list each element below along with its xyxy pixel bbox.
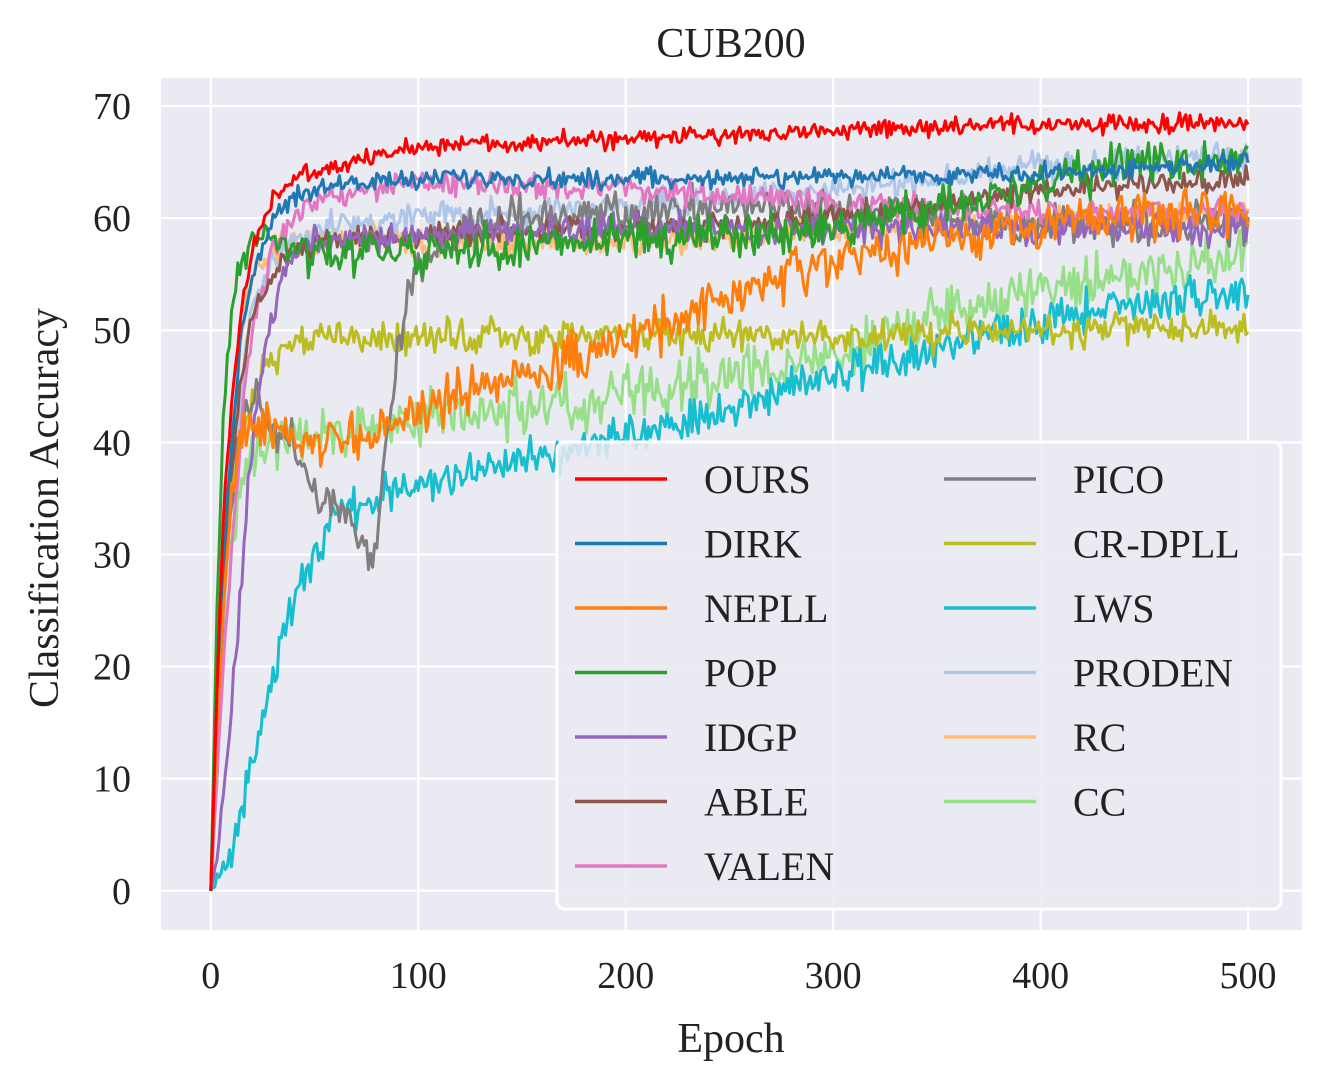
legend-label-proden: PRODEN: [1073, 651, 1233, 696]
legend-label-idgp: IDGP: [704, 715, 797, 760]
legend-label-nepll: NEPLL: [704, 586, 828, 631]
series-line-nepll: [209, 187, 1250, 891]
legend-label-lws: LWS: [1073, 586, 1154, 631]
series-line-pico: [209, 181, 1250, 891]
legend-label-pop: POP: [704, 651, 777, 696]
x-tick-label: 500: [1220, 955, 1277, 997]
legend-label-cr-dpll: CR-DPLL: [1073, 522, 1240, 567]
legend-box: [555, 440, 1283, 911]
series-line-pop: [209, 140, 1249, 891]
legend-label-valen: VALEN: [704, 844, 834, 889]
y-tick-labels: 0 10 20 30 40 50 60 70: [93, 86, 131, 913]
x-tick-label: 400: [1012, 955, 1069, 997]
series-line-ours: [209, 111, 1250, 891]
y-tick-label: 50: [93, 310, 131, 352]
y-tick-label: 30: [93, 534, 131, 576]
y-tick-label: 20: [93, 647, 131, 689]
x-tick-label: 0: [201, 955, 220, 997]
y-tick-label: 40: [93, 422, 131, 464]
y-tick-label: 60: [93, 198, 131, 240]
legend: OURS DIRK NEPLL POP IDGP ABLE VALEN PICO CR-DPLL…: [555, 440, 1283, 911]
x-tick-label: 300: [805, 955, 862, 997]
legend-label-ours: OURS: [704, 457, 811, 502]
y-tick-label: 10: [93, 759, 131, 801]
y-axis-label: Classification Accuracy: [22, 308, 68, 708]
y-tick-label: 70: [93, 86, 131, 128]
x-tick-labels: 0 100 200 300 400 500: [201, 955, 1276, 997]
series-line-cr-dpll: [209, 308, 1250, 891]
x-tick-label: 100: [390, 955, 447, 997]
x-tick-label: 200: [597, 955, 654, 997]
legend-label-rc: RC: [1073, 715, 1126, 760]
series-line-lws: [209, 274, 1250, 892]
series-line-dirk: [209, 151, 1250, 891]
chart-title: CUB200: [656, 21, 805, 67]
legend-label-dirk: DIRK: [704, 522, 802, 567]
legend-label-cc: CC: [1073, 780, 1126, 825]
series-layer: [209, 111, 1250, 892]
y-tick-label: 0: [112, 871, 131, 913]
x-axis-label: Epoch: [677, 1016, 784, 1062]
legend-label-able: ABLE: [704, 780, 808, 825]
legend-label-pico: PICO: [1073, 457, 1164, 502]
